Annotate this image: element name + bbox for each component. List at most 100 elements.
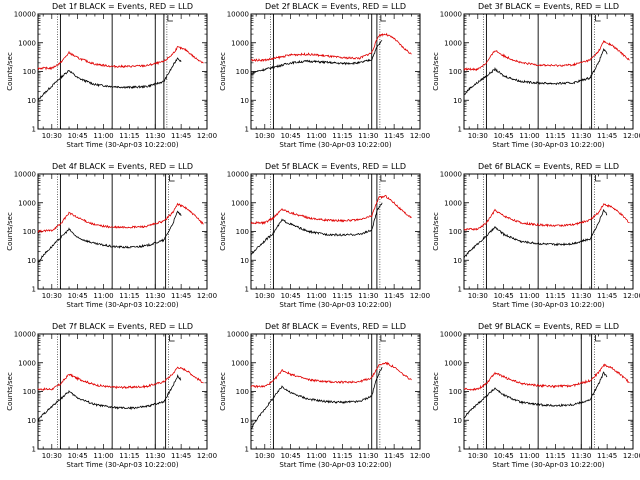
x-tick-label: 12:00 (410, 292, 430, 300)
detector-panel: Det 7f BLACK = Events, RED = LLD 1 10 100 10… (6, 322, 217, 469)
x-axis-label: Start Time (30-Apr-03 10:22:00) (492, 461, 604, 469)
y-tick-label: 1000 (231, 39, 249, 47)
plot-frame (250, 333, 421, 450)
lld-series-line (250, 32, 412, 62)
y-tick-label: 10 (27, 257, 36, 265)
y-tick-label: 1 (32, 286, 36, 294)
plot-frame (463, 333, 634, 450)
x-tick-label: 11:15 (545, 132, 565, 140)
x-tick-label: 11:00 (93, 452, 113, 460)
x-tick-label: 11:15 (545, 292, 565, 300)
y-tick-label: 10 (27, 417, 36, 425)
y-tick-label: 10000 (227, 331, 249, 339)
bracket-marker (595, 175, 601, 182)
x-tick-label: 12:00 (197, 132, 217, 140)
lld-series-line (463, 363, 630, 392)
y-tick-label: 1 (32, 126, 36, 134)
x-tick-label: 11:00 (519, 132, 539, 140)
x-tick-label: 10:45 (494, 292, 514, 300)
x-tick-label: 11:30 (358, 132, 378, 140)
lld-series-line (37, 45, 204, 71)
events-series-line (250, 202, 383, 256)
x-tick-label: 12:00 (410, 132, 430, 140)
x-tick-label: 10:45 (68, 132, 88, 140)
x-tick-label: 11:30 (358, 452, 378, 460)
y-tick-label: 1000 (231, 199, 249, 207)
events-series-line (463, 47, 608, 96)
panel-title: Det 8f BLACK = Events, RED = LLD (265, 322, 406, 331)
x-tick-label: 11:45 (597, 132, 617, 140)
x-tick-label: 12:00 (197, 452, 217, 460)
x-tick-label: 11:30 (571, 452, 591, 460)
x-tick-label: 11:15 (545, 452, 565, 460)
x-tick-label: 11:30 (571, 132, 591, 140)
bracket-marker (595, 335, 601, 342)
x-tick-label: 11:45 (384, 452, 404, 460)
x-tick-label: 11:45 (171, 452, 191, 460)
x-tick-label: 11:00 (93, 132, 113, 140)
y-tick-label: 1000 (18, 199, 36, 207)
x-tick-label: 11:45 (171, 292, 191, 300)
y-tick-label: 10000 (227, 11, 249, 19)
x-tick-label: 10:30 (468, 292, 488, 300)
x-tick-label: 11:30 (145, 292, 165, 300)
x-tick-label: 11:00 (306, 292, 326, 300)
detector-panel: Det 2f BLACK = Events, RED = LLD 1 10 100 10… (219, 2, 430, 149)
x-axis-label: Start Time (30-Apr-03 10:22:00) (66, 141, 178, 149)
y-tick-label: 1000 (18, 39, 36, 47)
y-tick-label: 100 (449, 68, 462, 76)
x-axis-label: Start Time (30-Apr-03 10:22:00) (279, 141, 391, 149)
x-tick-label: 11:45 (171, 132, 191, 140)
y-tick-label: 10 (453, 257, 462, 265)
y-tick-label: 1000 (444, 39, 462, 47)
x-tick-label: 11:15 (332, 132, 352, 140)
y-tick-label: 10000 (440, 171, 462, 179)
bracket-marker (167, 15, 173, 22)
x-tick-label: 11:00 (306, 452, 326, 460)
events-series-line (37, 210, 182, 264)
x-tick-label: 10:45 (494, 452, 514, 460)
x-tick-label: 11:45 (384, 132, 404, 140)
detector-panel: Det 1f BLACK = Events, RED = LLD 1 10 100 10… (6, 2, 217, 149)
y-axis-label: Counts/sec (219, 372, 227, 411)
lld-series-line (463, 39, 630, 72)
x-tick-label: 10:30 (255, 132, 275, 140)
y-tick-label: 1 (245, 446, 249, 454)
y-tick-label: 10 (453, 97, 462, 105)
events-series-line (37, 57, 182, 101)
plot-frame (250, 13, 421, 130)
x-tick-label: 10:30 (255, 292, 275, 300)
y-tick-label: 100 (236, 68, 249, 76)
x-tick-label: 10:30 (42, 452, 62, 460)
y-tick-label: 1 (245, 126, 249, 134)
x-axis-label: Start Time (30-Apr-03 10:22:00) (492, 301, 604, 309)
y-axis-label: Counts/sec (219, 52, 227, 91)
y-tick-label: 1 (32, 446, 36, 454)
events-series-line (37, 374, 182, 422)
y-tick-label: 10000 (440, 11, 462, 19)
detector-panel: Det 5f BLACK = Events, RED = LLD 1 10 100 10… (219, 162, 430, 309)
detector-panel: Det 3f BLACK = Events, RED = LLD 1 10 100 10… (432, 2, 640, 149)
events-series-line (463, 371, 608, 419)
y-tick-label: 10 (240, 257, 249, 265)
x-tick-label: 11:30 (145, 452, 165, 460)
y-axis-label: Counts/sec (432, 52, 440, 91)
y-tick-label: 100 (449, 228, 462, 236)
lld-series-line (37, 202, 204, 233)
events-series-line (250, 40, 383, 76)
y-tick-label: 1000 (18, 359, 36, 367)
x-tick-label: 10:30 (468, 452, 488, 460)
x-tick-label: 11:15 (119, 132, 139, 140)
panel-title: Det 7f BLACK = Events, RED = LLD (52, 322, 193, 331)
plot-frame (463, 13, 634, 130)
x-tick-label: 12:00 (623, 132, 640, 140)
bracket-marker (380, 335, 386, 342)
y-tick-label: 10 (240, 97, 249, 105)
x-tick-label: 10:30 (255, 452, 275, 460)
panel-title: Det 6f BLACK = Events, RED = LLD (478, 162, 619, 171)
panel-title: Det 4f BLACK = Events, RED = LLD (52, 162, 193, 171)
plot-frame (37, 333, 208, 450)
y-tick-label: 1000 (231, 359, 249, 367)
x-tick-label: 11:30 (358, 292, 378, 300)
